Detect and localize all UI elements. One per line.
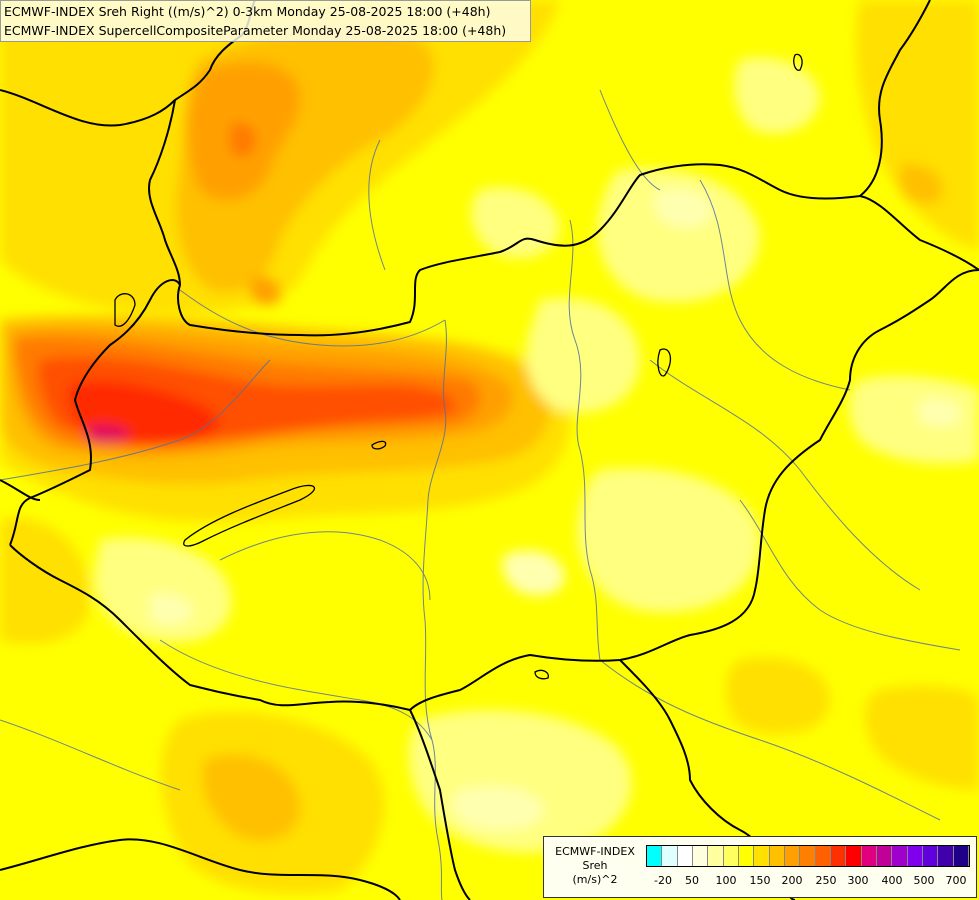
legend-swatch [677,846,693,866]
legend-swatch [953,846,969,866]
legend-tick: 100 [715,874,737,887]
legend-color-scale [646,845,970,867]
legend-swatch [692,846,709,866]
legend-tick: 200 [781,874,803,887]
legend-tick: 250 [815,874,837,887]
color-legend: ECMWF-INDEX Sreh (m/s)^2 -20 50 100 150 200 2… [543,836,977,898]
legend-label: ECMWF-INDEX Sreh (m/s)^2 [546,845,644,887]
map-title-sreh: ECMWF-INDEX Sreh Right ((m/s)^2) 0-3km M… [4,4,491,19]
legend-tick: 150 [749,874,771,887]
legend-swatch [876,846,893,866]
lakes [114,53,803,680]
legend-swatch [647,846,663,866]
legend-swatch [922,846,939,866]
legend-swatch [938,846,954,866]
legend-tick-labels: -20 50 100 150 200 250 300 400 500 700 [646,874,968,888]
legend-swatch [708,846,724,866]
legend-tick: 300 [847,874,869,887]
legend-swatch [815,846,831,866]
legend-tick: 700 [945,874,967,887]
legend-swatch [723,846,739,866]
legend-swatch [754,846,770,866]
legend-swatch [784,846,801,866]
legend-swatch [846,846,862,866]
legend-source: ECMWF-INDEX [555,845,635,858]
legend-swatch [861,846,877,866]
legend-swatch [907,846,923,866]
legend-tick: 400 [881,874,903,887]
legend-swatch [830,846,847,866]
legend-swatch [800,846,816,866]
legend-swatch [662,846,678,866]
rivers [0,89,961,900]
legend-unit: (m/s)^2 [572,873,618,886]
legend-parameter: Sreh [582,859,608,872]
map-title-box: ECMWF-INDEX Sreh Right ((m/s)^2) 0-3km M… [0,0,531,42]
legend-swatch [769,846,785,866]
legend-tick: 500 [913,874,935,887]
legend-swatch [738,846,755,866]
legend-tick: 50 [685,874,699,887]
map-title-scp: ECMWF-INDEX SupercellCompositeParameter … [4,23,507,38]
legend-swatch [892,846,908,866]
legend-tick: -20 [654,874,672,887]
